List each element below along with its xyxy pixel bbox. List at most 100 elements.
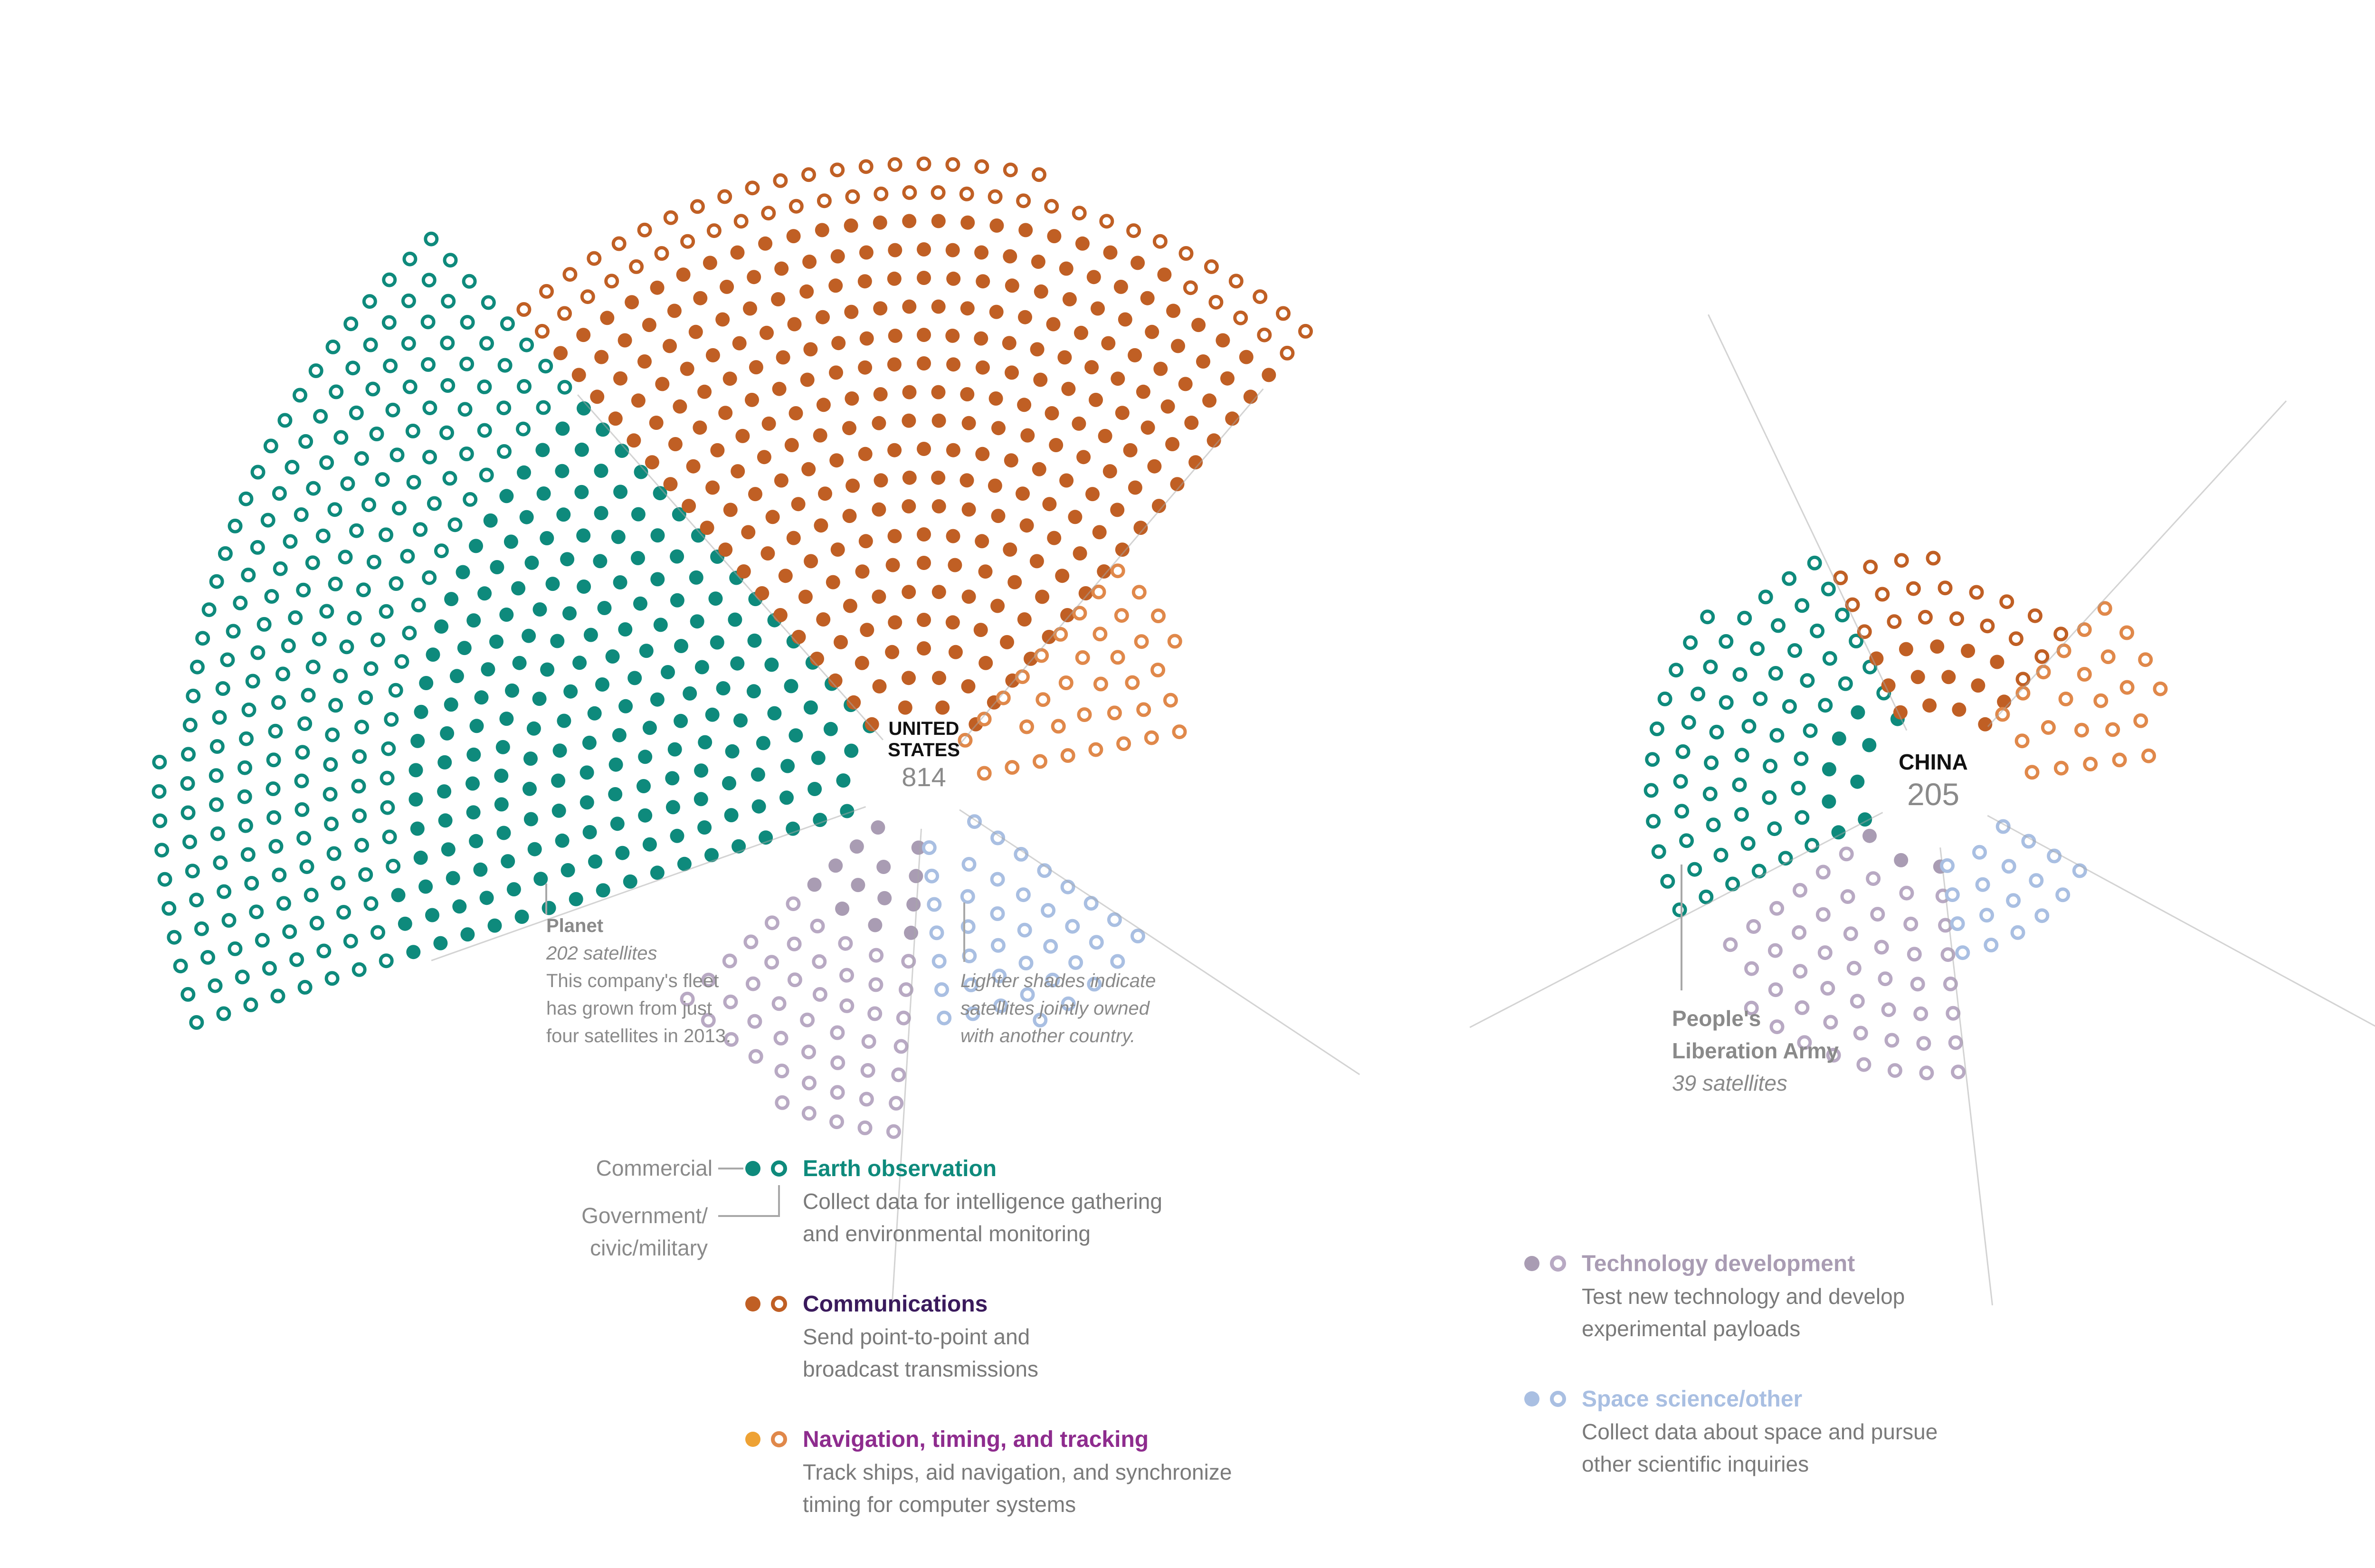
satellite-dot-earth_observation-government xyxy=(370,632,385,647)
satellite-dot-earth_observation-government xyxy=(277,413,293,428)
satellite-dot-communications-commercial xyxy=(991,509,1006,523)
satellite-dot-earth_observation-commercial xyxy=(580,765,594,780)
satellite-dot-communications-commercial xyxy=(1007,575,1022,589)
satellite-dot-earth_observation-government xyxy=(481,295,496,310)
satellite-dot-technology-government xyxy=(802,1075,817,1091)
satellite-dot-earth_observation-commercial xyxy=(638,750,653,764)
satellite-dot-earth_observation-government xyxy=(285,460,300,475)
legend-tech-commercial-dot xyxy=(1524,1256,1539,1271)
sector-divider xyxy=(959,809,1360,1075)
sector-divider xyxy=(1939,847,1993,1306)
satellite-dot-technology-government xyxy=(743,934,759,950)
satellite-dot-earth_observation-commercial xyxy=(1832,731,1846,746)
satellite-dot-communications-commercial xyxy=(1000,635,1014,649)
satellite-dot-communications-commercial xyxy=(1092,525,1107,540)
satellite-dot-space_science-government xyxy=(965,1006,980,1021)
satellite-dot-earth_observation-commercial xyxy=(670,828,684,843)
satellite-dot-communications-commercial xyxy=(1086,270,1101,285)
satellite-dot-communications-government xyxy=(1938,580,1953,596)
satellite-dot-technology-commercial xyxy=(877,891,892,905)
satellite-dot-navigation-government xyxy=(2058,692,2073,706)
satellite-dot-communications-government xyxy=(1926,551,1941,566)
satellite-dot-navigation-government xyxy=(1093,676,1108,692)
satellite-dot-communications-commercial xyxy=(774,473,788,488)
satellite-dot-communications-commercial xyxy=(722,371,737,386)
satellite-dot-communications-commercial xyxy=(945,243,960,257)
satellite-dot-communications-commercial xyxy=(874,473,888,488)
satellite-dot-communications-commercial xyxy=(917,556,931,570)
satellite-dot-communications-commercial xyxy=(1166,304,1181,318)
satellite-dot-communications-commercial xyxy=(731,464,745,479)
satellite-dot-technology-government xyxy=(1793,964,1808,979)
satellite-dot-communications-commercial xyxy=(887,357,902,372)
satellite-dot-communications-government xyxy=(1099,214,1114,229)
shades-note-1: Lighter shades indicate xyxy=(960,970,1156,991)
satellite-dot-communications-government xyxy=(916,156,931,171)
satellite-dot-communications-commercial xyxy=(1990,655,2004,669)
satellite-dot-technology-government xyxy=(764,915,779,931)
satellite-dot-communications-commercial xyxy=(748,487,762,502)
satellite-dot-earth_observation-government xyxy=(405,423,420,438)
satellite-dot-earth_observation-government xyxy=(264,589,279,604)
satellite-dot-earth_observation-commercial xyxy=(694,763,709,778)
satellite-dot-earth_observation-commercial xyxy=(1831,825,1846,840)
satellite-dot-earth_observation-commercial xyxy=(674,713,688,728)
satellite-dot-earth_observation-government xyxy=(384,712,399,727)
satellite-dot-earth_observation-government xyxy=(424,231,439,247)
shades-note-2: satellites jointly owned xyxy=(960,998,1150,1019)
satellite-dot-communications-commercial xyxy=(902,413,916,428)
satellite-dot-earth_observation-government xyxy=(447,517,463,532)
satellite-dot-communications-commercial xyxy=(1042,497,1057,512)
satellite-dot-space_science-government xyxy=(1041,903,1056,918)
satellite-dot-communications-commercial xyxy=(831,336,846,351)
satellite-dot-technology-commercial xyxy=(868,918,883,932)
satellite-dot-earth_observation-commercial xyxy=(536,486,551,501)
satellite-dot-earth_observation-government xyxy=(209,797,224,812)
satellite-dot-earth_observation-government xyxy=(1849,634,1864,648)
satellite-dot-earth_observation-government xyxy=(281,638,296,653)
satellite-dot-earth_observation-government xyxy=(312,631,327,646)
satellite-dot-earth_observation-commercial xyxy=(444,592,459,607)
satellite-dot-communications-commercial xyxy=(576,328,591,342)
satellite-dot-earth_observation-government xyxy=(434,543,449,559)
satellite-dot-communications-commercial xyxy=(989,304,1004,319)
satellite-dot-communications-commercial xyxy=(975,360,990,375)
satellite-dot-earth_observation-commercial xyxy=(560,552,575,567)
satellite-dot-earth_observation-government xyxy=(354,451,369,466)
satellite-dot-communications-commercial xyxy=(931,470,946,485)
satellite-dot-communications-government xyxy=(931,185,946,200)
satellite-dot-communications-commercial xyxy=(1032,462,1046,476)
satellite-dot-navigation-government xyxy=(1163,693,1178,708)
satellite-dot-earth_observation-commercial xyxy=(526,721,541,736)
satellite-dot-space_science-government xyxy=(1017,922,1032,938)
legend-comm-title: Communications xyxy=(803,1292,988,1317)
satellite-dot-communications-commercial xyxy=(935,700,950,715)
satellite-dot-technology-government xyxy=(869,948,884,963)
satellite-dot-earth_observation-commercial xyxy=(672,507,686,522)
satellite-dot-communications-commercial xyxy=(755,586,770,600)
satellite-dot-earth_observation-government xyxy=(343,316,359,332)
satellite-dot-earth_observation-government xyxy=(296,582,311,598)
satellite-dot-earth_observation-government xyxy=(299,859,314,874)
satellite-dot-earth_observation-commercial xyxy=(524,555,539,570)
satellite-dot-earth_observation-commercial xyxy=(487,918,502,933)
satellite-dot-technology-commercial xyxy=(906,897,921,912)
satellite-dot-earth_observation-commercial xyxy=(437,784,452,799)
satellite-dot-communications-commercial xyxy=(1118,312,1132,327)
satellite-dot-navigation-government xyxy=(1072,606,1087,621)
satellite-dot-earth_observation-commercial xyxy=(426,647,440,662)
satellite-dot-communications-government xyxy=(1857,624,1872,639)
satellite-dot-communications-commercial xyxy=(1078,586,1093,600)
satellite-dot-navigation-government xyxy=(1015,669,1030,684)
satellite-dot-earth_observation-government xyxy=(217,884,232,899)
satellite-dot-earth_observation-commercial xyxy=(479,891,494,905)
satellite-dot-earth_observation-commercial xyxy=(697,820,712,835)
satellite-dot-earth_observation-government xyxy=(241,568,256,582)
satellite-dot-earth_observation-commercial xyxy=(434,619,449,634)
legend-key-government-line xyxy=(718,1185,780,1217)
satellite-dot-technology-government xyxy=(830,1055,846,1070)
satellite-dot-communications-commercial xyxy=(1076,450,1091,465)
satellite-dot-communications-commercial xyxy=(760,546,775,561)
satellite-dot-space_science-government xyxy=(1130,929,1145,943)
satellite-dot-earth_observation-government xyxy=(358,690,373,705)
